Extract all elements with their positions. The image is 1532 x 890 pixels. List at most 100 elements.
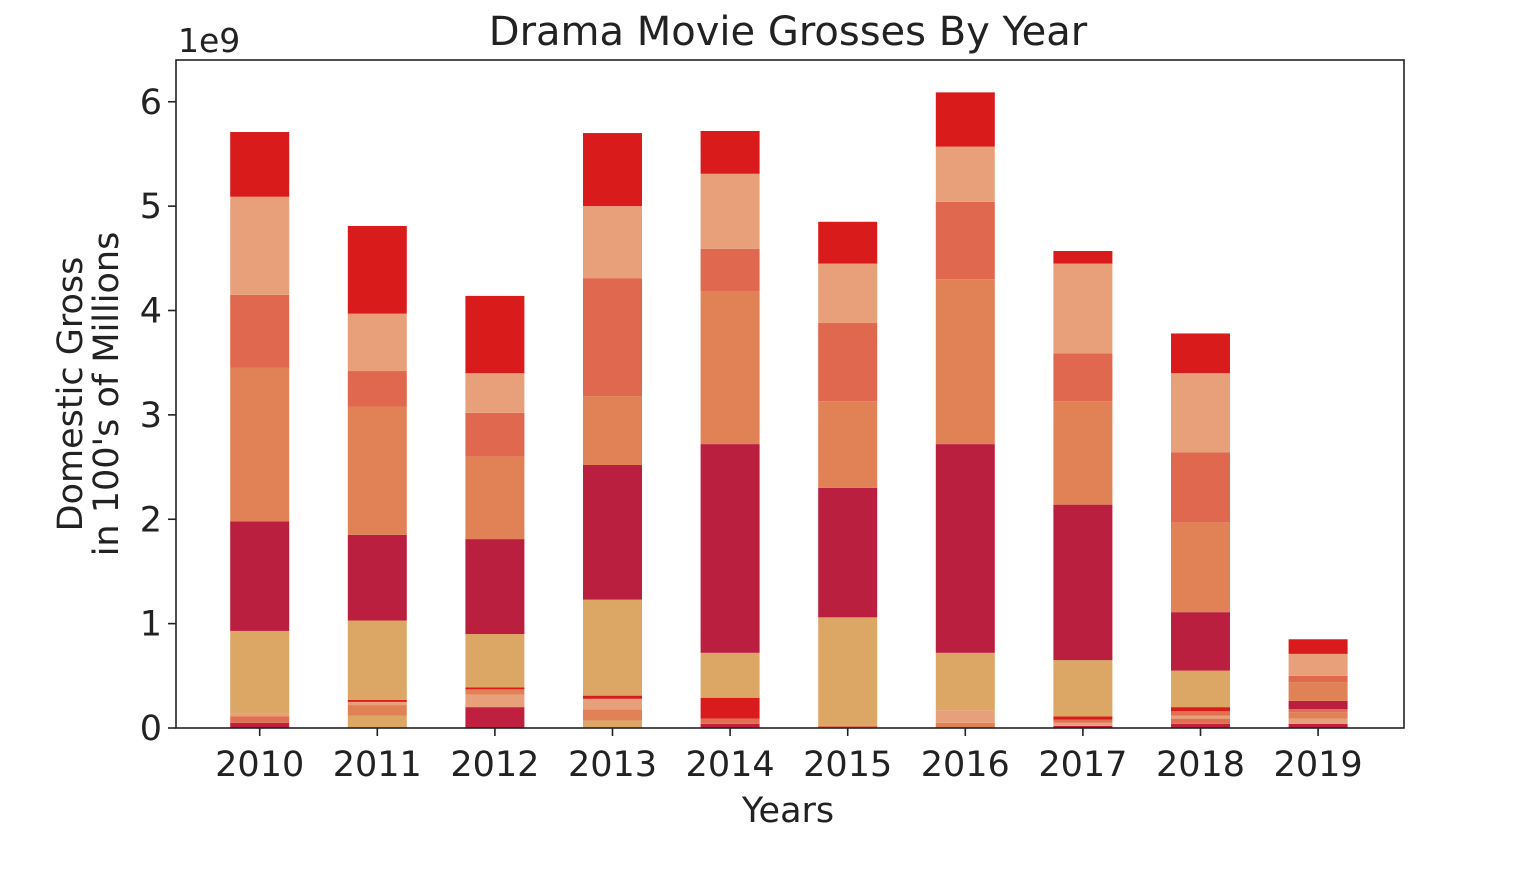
bar-segment-2015-5 [818,323,878,402]
bar-segment-2012-6 [465,539,525,635]
bar-2011 [347,225,407,728]
bar-segment-2010-6 [230,367,290,522]
bar-segment-2015-7 [818,221,878,264]
bar-2012 [465,295,525,729]
bar-segment-2017-1 [1053,725,1113,728]
bars-layer [230,92,1348,729]
bar-segment-2013-7 [583,396,642,465]
y-axis-label-line-2: in 100's of Millions [87,232,127,557]
bar-segment-2013-1 [583,720,642,728]
bar-segment-2016-1 [935,722,995,728]
bar-segment-2010-9 [230,132,290,197]
y-axis-label-line-1: Domestic Gross [51,257,91,532]
y-axis-offset-label: 1e9 [178,21,240,60]
bar-segment-2011-1 [347,715,407,728]
bar-segment-2012-1 [465,707,525,729]
bar-segment-2019-4 [1288,709,1348,713]
y-tick-label: 2 [140,500,162,540]
bar-segment-2018-10 [1171,373,1230,453]
bar-segment-2018-1 [1171,723,1230,728]
bar-segment-2011-7 [347,406,407,535]
bar-segment-2011-10 [347,225,407,314]
bar-segment-2012-8 [465,412,525,457]
bar-segment-2018-5 [1171,707,1230,712]
y-tick-label: 1 [140,605,162,645]
x-tick-label-2014: 2014 [686,745,775,785]
bar-segment-2014-7 [700,248,760,292]
bar-segment-2019-1 [1288,723,1348,728]
x-axis: 2010 2011 2012 2013 2014 2015 2016 2017 2018 2019 [215,728,1363,785]
bar-segment-2011-2 [347,705,407,716]
x-tick-label-2011: 2011 [333,745,422,785]
bar-segment-2015-1 [818,725,878,728]
bar-segment-2010-1 [230,722,290,728]
bar-segment-2016-5 [935,279,995,445]
bar-segment-2018-8 [1171,522,1230,613]
bar-segment-2014-9 [700,130,760,174]
bar-segment-2014-8 [700,173,760,249]
bar-segment-2013-10 [583,133,642,207]
bar-segment-2017-8 [1053,353,1113,402]
x-axis-label: Years [741,791,834,831]
bar-segment-2012-10 [465,295,525,374]
bar-segment-2012-7 [465,456,525,540]
bar-segment-2016-2 [935,710,995,723]
bar-segment-2014-6 [700,291,760,445]
bar-2018 [1171,333,1230,728]
bar-segment-2011-3 [347,701,407,706]
bar-segment-2017-7 [1053,401,1113,505]
y-axis: 0 1 2 3 4 5 6 [140,83,176,749]
bar-segment-2012-3 [465,689,525,695]
bar-segment-2013-4 [583,695,642,699]
bar-segment-2017-9 [1053,263,1113,354]
bar-segment-2010-4 [230,630,290,714]
y-tick-label: 3 [140,396,162,436]
x-tick-label-2016: 2016 [921,745,1010,785]
y-tick-label: 6 [140,83,162,123]
x-tick-label-2013: 2013 [568,745,657,785]
bar-segment-2017-4 [1053,716,1113,720]
bar-segment-2011-6 [347,534,407,621]
bar-segment-2018-2 [1171,718,1230,724]
y-tick-label: 5 [140,187,162,227]
bar-segment-2010-2 [230,716,290,723]
chart-title: Drama Movie Grosses By Year [489,9,1088,55]
bar-segment-2013-5 [583,599,642,696]
bar-segment-2015-2 [818,617,878,726]
bar-segment-2010-8 [230,196,290,295]
y-tick-label: 4 [140,292,162,332]
x-tick-label-2019: 2019 [1274,745,1363,785]
bar-segment-2012-2 [465,694,525,708]
bar-segment-2017-6 [1053,504,1113,661]
bar-segment-2011-5 [347,620,407,700]
bar-2013 [583,133,642,728]
bar-segment-2019-7 [1288,675,1348,683]
bar-2015 [818,221,878,728]
bar-2017 [1053,251,1113,728]
bar-segment-2015-4 [818,401,878,488]
bar-segment-2019-3 [1288,712,1348,719]
bar-segment-2018-11 [1171,333,1230,374]
x-tick-label-2018: 2018 [1156,745,1245,785]
bar-segment-2013-8 [583,278,642,397]
x-tick-label-2017: 2017 [1038,745,1127,785]
x-tick-label-2015: 2015 [803,745,892,785]
bar-segment-2016-8 [935,92,995,147]
bar-segment-2019-5 [1288,700,1348,710]
bar-segment-2013-3 [583,698,642,710]
bar-segment-2014-3 [700,697,760,719]
bar-segment-2013-6 [583,464,642,600]
bar-2016 [935,92,995,728]
bar-segment-2014-4 [700,652,760,698]
bar-segment-2012-5 [465,634,525,688]
bar-segment-2014-5 [700,444,760,653]
bar-segment-2019-9 [1288,639,1348,654]
bar-segment-2012-4 [465,687,525,690]
bar-segment-2013-9 [583,206,642,279]
bar-segment-2018-7 [1171,612,1230,671]
bar-segment-2018-9 [1171,452,1230,523]
x-tick-label-2012: 2012 [450,745,539,785]
bar-segment-2014-2 [700,718,760,724]
bar-segment-2019-6 [1288,682,1348,701]
